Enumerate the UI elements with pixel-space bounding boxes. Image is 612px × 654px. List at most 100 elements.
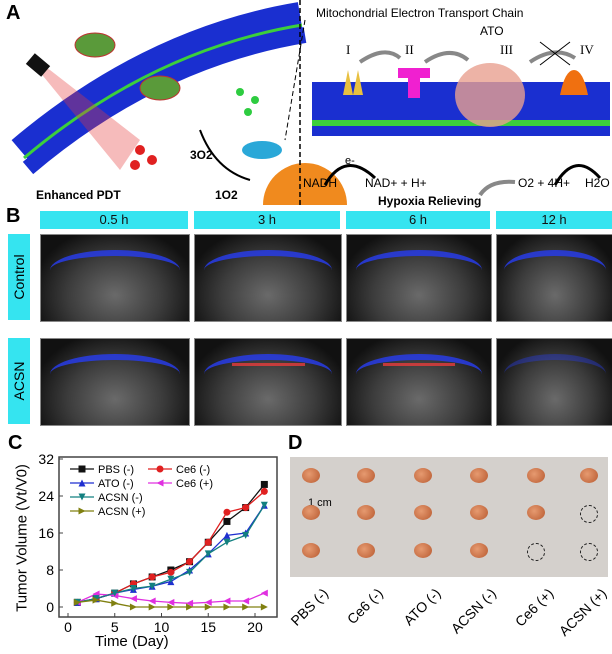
data-point (242, 504, 250, 512)
x-tick-label: 15 (200, 619, 216, 635)
data-point (260, 589, 268, 597)
ato-label: ATO (480, 24, 504, 38)
legend-label: Ce6 (-) (176, 464, 210, 476)
tumor-sample (414, 543, 432, 558)
y-tick-label: 0 (46, 599, 54, 615)
complex-iii-icon (455, 63, 525, 127)
data-point (186, 568, 194, 576)
tumor-sample (357, 543, 375, 558)
tumor-sample (470, 505, 488, 520)
data-point (148, 573, 156, 581)
triplet-o2-label: 3O2 (190, 148, 213, 162)
y-tick-label: 32 (38, 451, 54, 467)
panel-label-a: A (6, 2, 21, 24)
cell-membrane (11, 2, 303, 160)
data-point (78, 493, 86, 501)
data-point (186, 599, 194, 607)
y-tick-label: 16 (38, 525, 54, 541)
tumor-sample (357, 468, 375, 483)
tumor-sample (302, 468, 320, 483)
data-point (223, 603, 231, 611)
o2-label: O2 + 4H+ (518, 176, 571, 190)
data-point (78, 479, 86, 487)
data-point (78, 507, 86, 515)
ultrasound-image (346, 338, 492, 426)
ultrasound-image (346, 234, 492, 322)
complex-i-icon (343, 70, 363, 95)
group-label: PBS (-) (287, 585, 332, 629)
row-label-control: Control (8, 234, 30, 320)
tumor-sample (414, 505, 432, 520)
data-point (167, 598, 175, 606)
x-axis-label: Time (Day) (95, 633, 169, 650)
complex-i-label: I (346, 42, 351, 57)
data-point (260, 487, 268, 495)
data-point (111, 589, 119, 597)
data-point (148, 597, 156, 605)
legend-label: Ce6 (+) (176, 478, 213, 490)
tumor-volume-chart: 0 5 10 15 20 0 8 16 24 32 PBS (-) Ce6 (-) ATO (-) Ce6… (38, 451, 278, 635)
data-point (156, 479, 164, 487)
data-point (242, 597, 250, 605)
data-point (204, 538, 212, 546)
hypoxia-label: Hypoxia Relieving (378, 194, 482, 208)
tumor-sample (357, 505, 375, 520)
empty-tumor-marker (580, 543, 598, 561)
data-point (260, 603, 268, 611)
data-point (73, 598, 81, 606)
series-line (77, 504, 265, 604)
data-point (78, 465, 86, 473)
laser-beam (30, 60, 140, 170)
group-label: ACSN (+) (555, 585, 610, 639)
empty-tumor-marker (527, 543, 545, 561)
ultrasound-image (194, 234, 342, 322)
tumor-photo (290, 457, 608, 577)
data-point (204, 603, 212, 611)
data-point (260, 480, 268, 488)
data-point (111, 599, 119, 607)
complex-iii-label: III (500, 42, 513, 57)
panel-label-d: D (288, 432, 303, 454)
tumor-sample (580, 468, 598, 483)
enhanced-pdt-label: Enhanced PDT (36, 188, 121, 202)
nanoparticle-icon (139, 75, 181, 101)
electron-label: e- (345, 155, 355, 167)
nadh-label: NADH (303, 176, 338, 190)
tumor-sample (414, 468, 432, 483)
complex-ii-icon (398, 68, 430, 98)
data-point (148, 582, 156, 590)
data-point (167, 575, 175, 583)
tumor-sample (527, 468, 545, 483)
data-point (129, 595, 137, 603)
data-point (242, 603, 250, 611)
complex-iv-label: IV (580, 42, 594, 57)
x-tick-label: 0 (64, 619, 72, 635)
data-point (223, 538, 231, 546)
mitochondrion-icon (242, 141, 282, 159)
panel-a-schematic (11, 0, 610, 205)
data-point (186, 558, 194, 566)
nanoparticle-icon (74, 32, 116, 58)
y-tick-label: 24 (38, 488, 54, 504)
group-label: Ce6 (+) (511, 585, 557, 630)
data-point (167, 603, 175, 611)
legend-label: ACSN (-) (98, 492, 143, 504)
group-label: ACSN (-) (447, 585, 500, 637)
data-point (223, 508, 231, 516)
data-point (148, 603, 156, 611)
complex-iv-icon (560, 70, 588, 95)
series-line (77, 504, 265, 604)
etc-title: Mitochondrial Electron Transport Chain (316, 6, 524, 20)
ultrasound-image (194, 338, 342, 426)
data-point (223, 517, 231, 525)
time-header: 6 h (346, 211, 490, 229)
ultrasound-image (496, 234, 612, 322)
group-label: ATO (-) (399, 585, 444, 629)
group-label: Ce6 (-) (344, 585, 387, 628)
ultrasound-image (40, 234, 190, 322)
empty-tumor-marker (580, 505, 598, 523)
laser-icon (25, 53, 51, 77)
x-tick-label: 20 (247, 619, 263, 635)
data-point (92, 596, 100, 604)
